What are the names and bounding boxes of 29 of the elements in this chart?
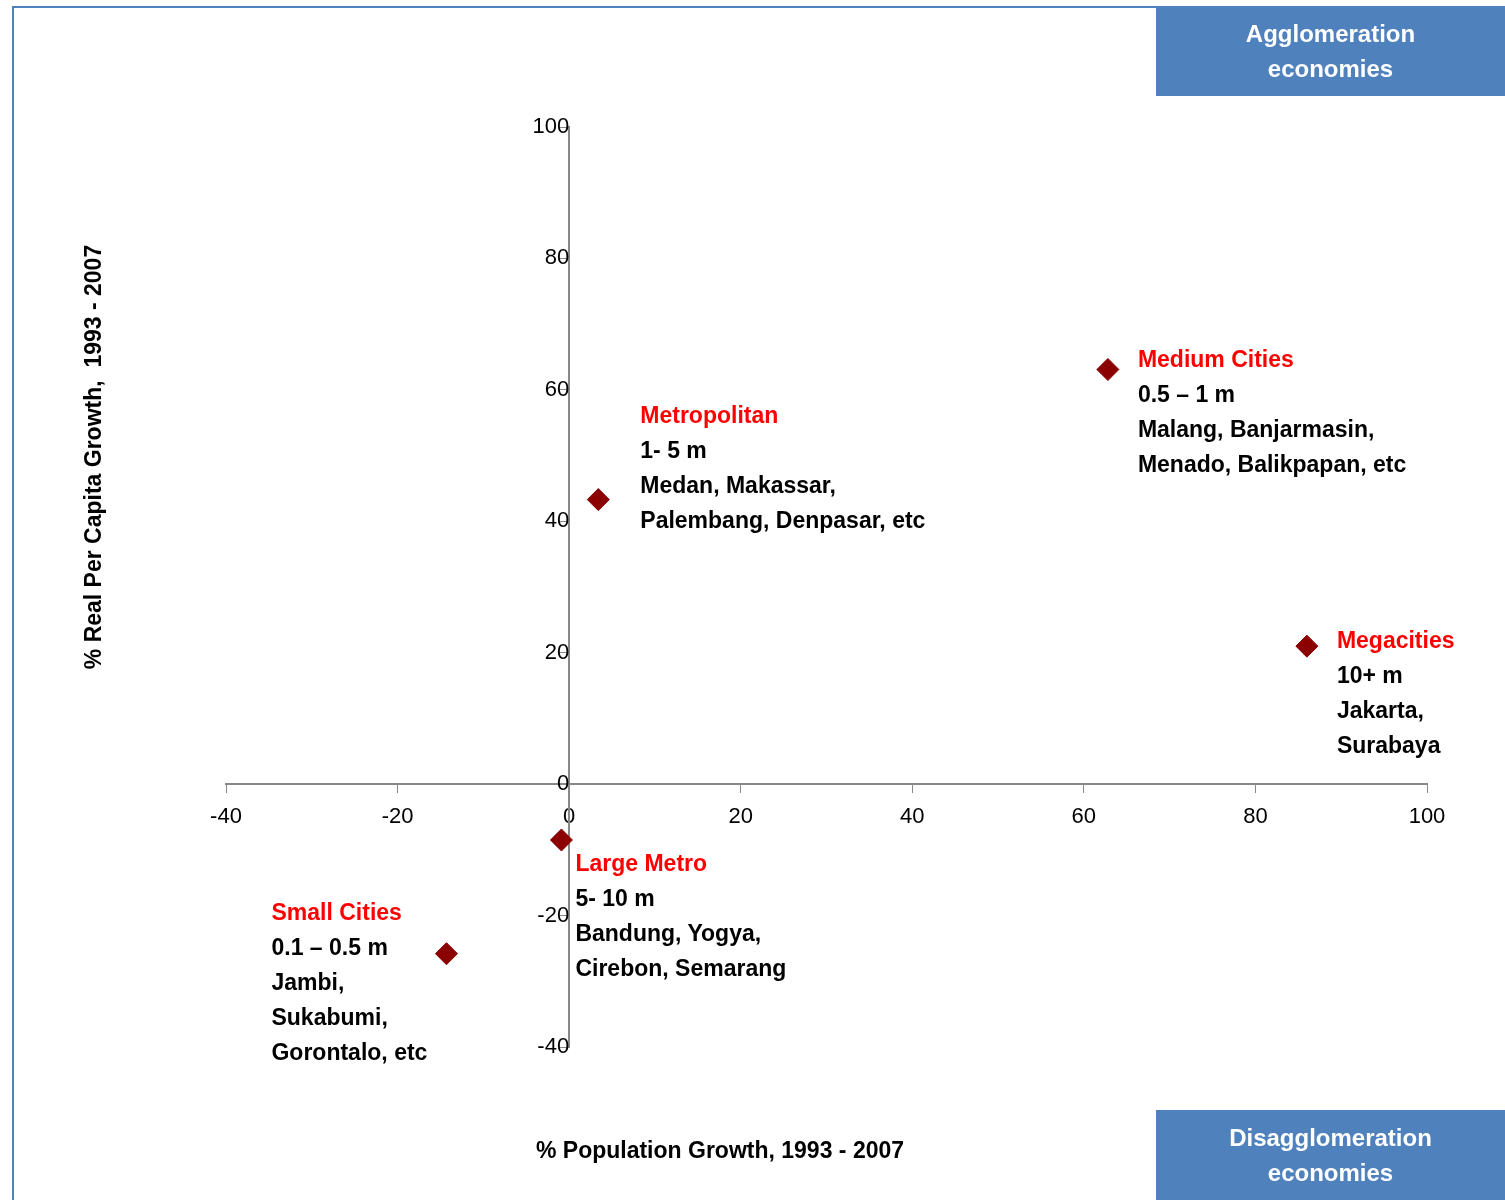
point bbox=[586, 488, 610, 512]
y-tick-label: 60 bbox=[544, 375, 570, 401]
point bbox=[549, 828, 573, 852]
text: Agglomeration economies bbox=[1156, 6, 1505, 96]
x-tick-label: 20 bbox=[728, 803, 753, 829]
point bbox=[434, 942, 458, 966]
x-tick-label: 100 bbox=[1408, 803, 1446, 829]
y-tick-label: -20 bbox=[537, 901, 570, 927]
text: Disagglomeration economies bbox=[1156, 1110, 1505, 1200]
x-tick-label: 40 bbox=[900, 803, 925, 829]
y-tick-label: 100 bbox=[532, 113, 570, 139]
x-tick-label: -20 bbox=[381, 803, 414, 829]
annotation: Large Metro 5- 10 m Bandung, Yogya, Cirebon, Semarang bbox=[575, 849, 787, 981]
x-tick-label: 80 bbox=[1243, 803, 1268, 829]
annotation: Megacities 10+ m Jakarta, Surabaya bbox=[1336, 626, 1455, 758]
point bbox=[1295, 634, 1319, 658]
x-tick-label: 60 bbox=[1071, 803, 1097, 829]
point bbox=[1096, 357, 1120, 381]
x-tick-label: -40 bbox=[210, 803, 242, 829]
annotation: Medium Cities 0.5 – 1 m Malang, Banjarmasin, Menado, Balikpapan, etc bbox=[1137, 346, 1407, 478]
y-tick-label: 40 bbox=[544, 507, 570, 533]
y-axis-title: % Real Per Capita Growth, 1993 - 2007 bbox=[79, 244, 106, 670]
y-tick-label: 80 bbox=[544, 244, 570, 270]
y-tick-label: 20 bbox=[544, 638, 570, 664]
y-tick-label: 0 bbox=[556, 770, 570, 796]
y-tick-label: -40 bbox=[537, 1033, 570, 1059]
annotation: Small Cities 0.1 – 0.5 m Jambi, Sukabumi, Gorontalo, etc bbox=[271, 898, 428, 1065]
x-axis-title: % Population Growth, 1993 - 2007 bbox=[535, 1136, 905, 1163]
annotation: Metropolitan 1- 5 m Medan, Makassar, Palembang, Denpasar, etc bbox=[640, 402, 926, 534]
